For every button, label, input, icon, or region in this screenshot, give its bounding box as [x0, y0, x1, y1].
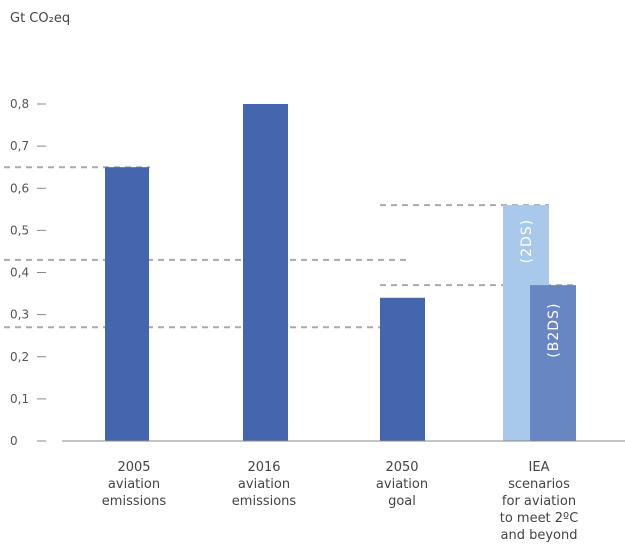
- y-tick-label: 0,5: [10, 223, 29, 237]
- category-label: to meet 2ºC: [500, 511, 579, 526]
- category-label: 2016: [247, 460, 280, 475]
- y-tick-label: 0: [10, 434, 18, 448]
- scenario-bar-label: (B2DS): [546, 303, 562, 358]
- category-label: for aviation: [502, 494, 576, 509]
- reference-lines: [4, 166, 576, 329]
- scenario-bar-label: (2DS): [519, 219, 535, 264]
- y-tick-label: 0,3: [10, 308, 29, 322]
- category-labels: 2005 aviation emissions 2016 aviation emissio…: [102, 460, 578, 543]
- category-label: aviation: [238, 477, 290, 492]
- y-tick-label: 0,7: [10, 139, 29, 153]
- y-tick-label: 0,4: [10, 266, 29, 280]
- category-label: scenarios: [508, 477, 570, 492]
- y-tick-label: 0,6: [10, 181, 29, 195]
- bars: (2DS) (B2DS): [105, 104, 576, 441]
- category-label: emissions: [102, 494, 167, 509]
- emissions-bar: [243, 104, 288, 441]
- category-label: 2005: [117, 460, 150, 475]
- emissions-bar: [105, 167, 149, 441]
- category-label: emissions: [232, 494, 297, 509]
- category-label: and beyond: [501, 528, 578, 543]
- category-label: IEA: [529, 460, 550, 475]
- category-label: 2050: [385, 460, 418, 475]
- emissions-bar: [380, 297, 425, 441]
- category-label: goal: [388, 494, 416, 509]
- category-label: aviation: [108, 477, 160, 492]
- y-tick-label: 0,1: [10, 392, 29, 406]
- unit-label: Gt CO₂eq: [10, 11, 70, 26]
- y-axis-ticks: 0 0,1 0,2 0,3 0,4 0,5 0,6 0,7 0,8: [10, 97, 46, 448]
- category-label: aviation: [376, 477, 428, 492]
- y-tick-label: 0,2: [10, 350, 29, 364]
- y-tick-label: 0,8: [10, 97, 29, 111]
- scenario-bar: [530, 285, 576, 441]
